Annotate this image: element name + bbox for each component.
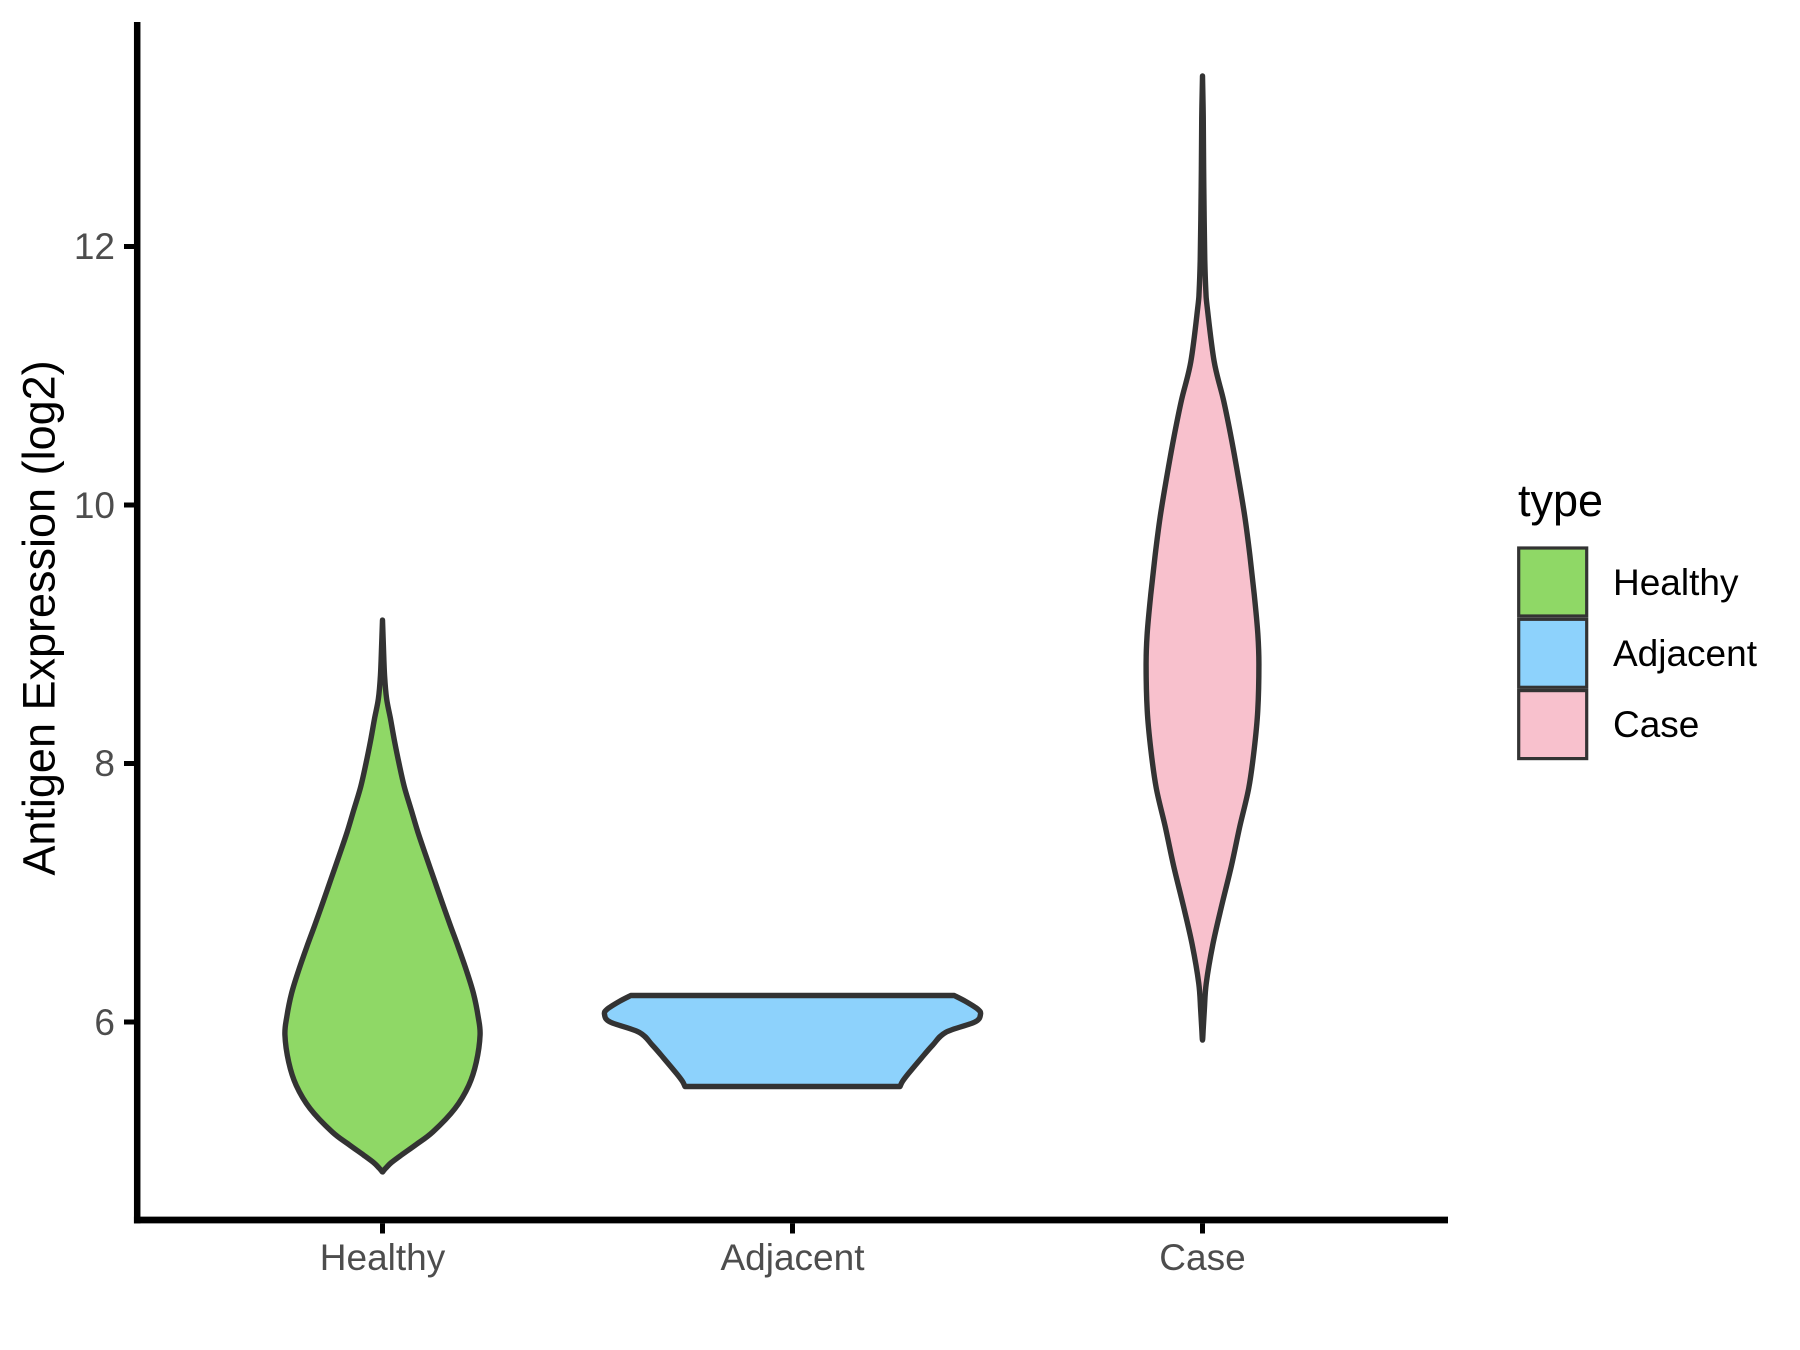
- x-tick-label-healthy: Healthy: [320, 1237, 446, 1278]
- legend-key-healthy: [1517, 546, 1589, 618]
- legend-label-case: Case: [1613, 704, 1699, 745]
- axis-ticks-layer: [124, 244, 1205, 1234]
- violin-adjacent: [601, 992, 984, 1090]
- violin-case: [1143, 73, 1262, 1043]
- legend-key-adjacent: [1517, 617, 1589, 689]
- violin-healthy: [282, 617, 483, 1175]
- y-axis-title: Antigen Expression (log2): [14, 360, 65, 875]
- legend-label-healthy: Healthy: [1613, 562, 1739, 603]
- y-tick-label-12: 12: [74, 226, 115, 267]
- y-tick-label-10: 10: [74, 485, 115, 526]
- x-tick-label-adjacent: Adjacent: [721, 1237, 866, 1278]
- y-tick-label-8: 8: [94, 743, 115, 784]
- y-tick-label-6: 6: [94, 1002, 115, 1043]
- legend-key-case: [1517, 688, 1589, 761]
- violins-layer: [282, 73, 1262, 1175]
- legend-title: type: [1518, 475, 1603, 526]
- x-tick-label-case: Case: [1159, 1237, 1245, 1278]
- legend-label-adjacent: Adjacent: [1613, 633, 1758, 674]
- legend: type Healthy Adjacent Case: [1517, 475, 1758, 761]
